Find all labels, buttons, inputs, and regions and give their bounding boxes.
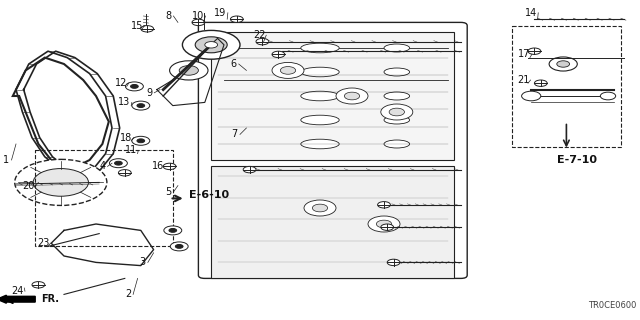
Ellipse shape [301,91,339,101]
FancyArrow shape [0,295,35,303]
Circle shape [528,48,541,54]
Circle shape [243,166,256,173]
Circle shape [15,159,107,205]
Ellipse shape [301,139,339,149]
Circle shape [163,163,176,170]
Circle shape [534,80,547,86]
Circle shape [125,82,143,91]
Circle shape [230,16,243,22]
Circle shape [132,136,150,145]
Circle shape [312,204,328,212]
Text: E-6-10: E-6-10 [189,190,229,200]
Ellipse shape [301,67,339,77]
Circle shape [336,88,368,104]
Circle shape [389,108,404,116]
Ellipse shape [301,115,339,125]
Circle shape [549,57,577,71]
Text: 24: 24 [12,286,24,296]
Circle shape [557,61,570,67]
Circle shape [272,51,285,58]
Text: 8: 8 [165,11,172,21]
Ellipse shape [384,44,410,52]
Text: 3: 3 [140,257,146,268]
Text: E-7-10: E-7-10 [557,155,596,165]
Text: 10: 10 [192,11,204,21]
Circle shape [205,42,218,48]
Circle shape [378,202,390,208]
Circle shape [170,242,188,251]
Text: 12: 12 [115,78,127,88]
Circle shape [164,226,182,235]
Circle shape [376,220,392,228]
Circle shape [115,161,122,165]
Text: TR0CE0600: TR0CE0600 [588,301,637,310]
Circle shape [256,38,269,45]
Circle shape [131,84,138,88]
Text: 5: 5 [165,187,172,197]
Ellipse shape [384,116,410,124]
FancyBboxPatch shape [211,32,454,160]
Text: FR.: FR. [42,294,60,304]
Ellipse shape [384,140,410,148]
Text: 15: 15 [131,20,143,31]
Circle shape [381,104,413,120]
Circle shape [387,259,400,266]
Circle shape [33,169,88,196]
Circle shape [272,62,304,78]
Text: 17: 17 [518,49,531,60]
Text: 7: 7 [232,129,238,140]
FancyBboxPatch shape [198,22,467,278]
Text: 19: 19 [214,8,227,18]
FancyBboxPatch shape [211,166,454,278]
Circle shape [109,159,127,168]
Circle shape [182,30,240,59]
Ellipse shape [301,43,339,53]
Ellipse shape [384,68,410,76]
Circle shape [169,228,177,232]
Text: 2: 2 [125,289,131,300]
Text: 13: 13 [118,97,131,108]
Circle shape [368,216,400,232]
Circle shape [381,224,394,230]
Text: 22: 22 [253,30,266,40]
Circle shape [141,26,154,32]
Circle shape [137,139,145,143]
Circle shape [170,61,208,80]
Text: 14: 14 [525,8,537,18]
Circle shape [304,200,336,216]
Text: 21: 21 [517,75,529,85]
Circle shape [344,92,360,100]
Text: 11: 11 [125,145,137,156]
Text: 16: 16 [152,161,164,172]
Circle shape [175,244,183,248]
Circle shape [132,101,150,110]
Circle shape [32,282,45,288]
Circle shape [192,19,205,26]
Text: 1: 1 [3,155,10,165]
Circle shape [522,91,541,101]
Text: 9: 9 [146,88,152,98]
Text: 18: 18 [120,132,132,143]
Circle shape [280,67,296,74]
Circle shape [195,37,227,53]
Circle shape [179,66,198,75]
Circle shape [600,92,616,100]
Circle shape [118,170,131,176]
Text: 6: 6 [230,59,237,69]
Circle shape [137,104,145,108]
Text: 20: 20 [22,180,35,191]
Ellipse shape [384,92,410,100]
Text: 23: 23 [37,238,49,248]
Text: 4: 4 [99,161,106,172]
